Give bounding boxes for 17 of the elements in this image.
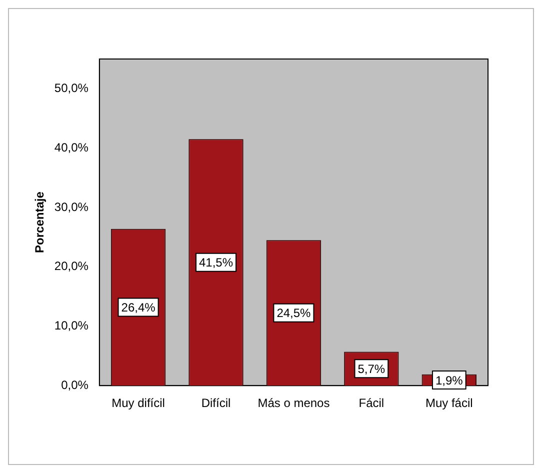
x-tick-label: Muy difícil	[112, 396, 165, 410]
x-tick-label: Difícil	[201, 396, 231, 410]
data-label: 41,5%	[198, 256, 234, 270]
data-label: 26,4%	[121, 300, 156, 315]
y-tick-label: 20,0%	[54, 259, 89, 274]
data-label: 1,9%	[435, 373, 464, 388]
y-tick-label: 30,0%	[54, 200, 89, 214]
y-tick-label: 10,0%	[54, 318, 89, 333]
y-axis-title: Porcentaje	[32, 191, 47, 253]
y-tick-label: 0,0%	[61, 378, 89, 392]
x-tick-label: Fácil	[358, 396, 384, 410]
y-tick-label: 50,0%	[54, 81, 89, 96]
x-tick-label: Muy fácil	[425, 396, 473, 410]
x-tick-label: Más o menos	[258, 396, 330, 410]
data-label: 24,5%	[276, 306, 312, 320]
y-tick-label: 40,0%	[54, 140, 89, 154]
data-label: 5,7%	[358, 362, 386, 376]
